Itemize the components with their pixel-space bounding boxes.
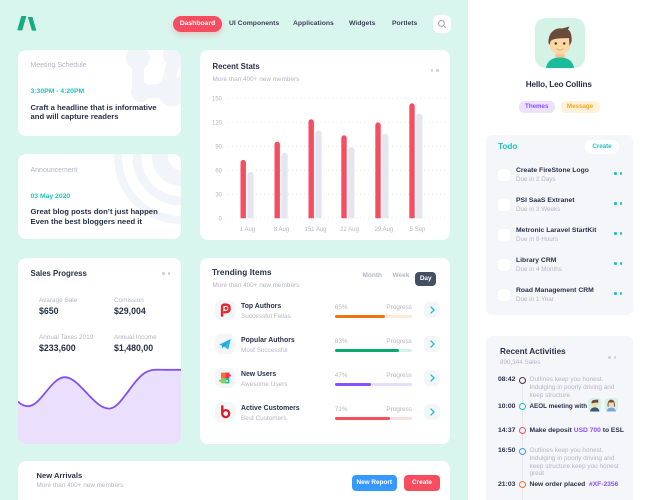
svg-text:5 Sep: 5 Sep [409, 227, 425, 233]
svg-text:8 Aug: 8 Aug [273, 227, 288, 233]
svg-text:0: 0 [218, 216, 222, 222]
svg-text:29 Aug: 29 Aug [374, 227, 393, 233]
svg-text:22 Aug: 22 Aug [340, 227, 359, 233]
svg-text:151 Aug: 151 Aug [304, 227, 326, 233]
svg-text:90: 90 [215, 144, 222, 150]
svg-text:120: 120 [211, 120, 222, 126]
svg-text:150: 150 [211, 96, 222, 102]
svg-text:30: 30 [215, 192, 222, 198]
svg-text:60: 60 [215, 168, 222, 174]
svg-text:1 Aug: 1 Aug [239, 227, 254, 233]
